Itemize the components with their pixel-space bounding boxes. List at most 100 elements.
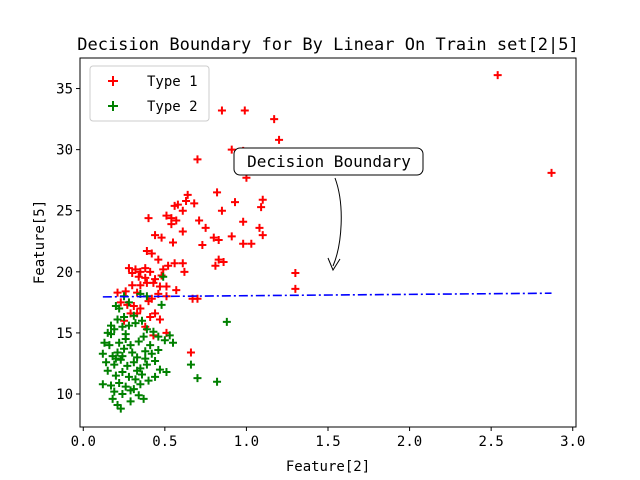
data-point: [157, 300, 166, 309]
data-point: [257, 203, 266, 212]
data-point: [155, 365, 164, 374]
data-point: [131, 375, 140, 384]
data-point: [222, 317, 231, 326]
data-point: [134, 272, 143, 281]
x-axis-label: Feature[2]: [286, 459, 370, 475]
data-point: [115, 338, 124, 347]
data-point: [141, 273, 150, 282]
data-point: [219, 258, 228, 267]
data-point: [151, 309, 160, 318]
data-point: [178, 259, 187, 268]
data-point: [270, 115, 279, 124]
data-point: [136, 267, 145, 276]
annotation-box: [233, 147, 424, 176]
data-point: [115, 304, 124, 313]
data-point: [169, 338, 177, 347]
data-point: [110, 360, 119, 369]
annotation-arrow: [332, 177, 342, 267]
data-point: [186, 348, 195, 357]
data-point: [98, 380, 107, 389]
data-point: [116, 404, 125, 413]
data-point: [149, 278, 158, 287]
data-point: [133, 366, 142, 375]
data-point: [247, 239, 256, 248]
x-tick-label: 0.5: [152, 434, 177, 450]
x-tick-label: 1.0: [234, 434, 259, 450]
data-point: [107, 381, 115, 390]
data-point: [213, 377, 222, 386]
data-point: [124, 298, 133, 307]
data-point: [118, 322, 127, 331]
data-point: [149, 327, 158, 336]
data-point: [138, 316, 146, 325]
data-point: [160, 336, 169, 345]
data-point: [136, 380, 145, 389]
data-point: [146, 341, 155, 350]
data-point: [195, 216, 204, 225]
data-point: [142, 360, 151, 369]
y-tick-label: 30: [56, 143, 73, 159]
y-tick-label: 15: [56, 326, 73, 342]
data-point: [146, 313, 155, 322]
data-point: [105, 341, 114, 350]
data-point: [136, 281, 145, 290]
data-point: [275, 135, 284, 144]
data-point: [151, 372, 160, 381]
data-point: [209, 233, 218, 242]
data-point: [186, 360, 195, 369]
data-point: [103, 366, 112, 375]
data-point: [231, 198, 239, 207]
data-point: [126, 397, 135, 406]
data-point: [147, 249, 156, 258]
x-tick-label: 2.0: [397, 434, 422, 450]
data-point: [113, 288, 122, 297]
data-point: [214, 236, 223, 245]
data-point: [493, 71, 502, 80]
legend-marker-type-2: [108, 101, 118, 111]
data-point: [178, 206, 187, 215]
data-point: [146, 267, 155, 276]
data-point: [141, 264, 150, 273]
data-point: [147, 349, 156, 358]
y-axis-label: Feature[5]: [32, 200, 48, 284]
data-point: [144, 214, 153, 223]
data-point: [123, 361, 132, 370]
y-tick-label: 10: [56, 387, 73, 403]
data-point: [182, 196, 191, 205]
data-point: [172, 216, 181, 225]
data-point: [291, 284, 300, 293]
data-point: [193, 155, 202, 164]
data-point: [144, 297, 153, 306]
data-point: [190, 199, 199, 208]
data-point: [227, 145, 236, 154]
x-axis: 0.0 0.5 1.0 1.5 2.0 2.5 3.0: [71, 427, 585, 450]
data-point: [170, 201, 179, 210]
decision-boundary-line: [102, 292, 552, 298]
chart-title: Decision Boundary for By Linear On Train…: [77, 35, 579, 55]
data-point: [180, 267, 189, 276]
data-point: [115, 379, 124, 388]
data-point: [128, 269, 137, 278]
data-point: [239, 239, 248, 248]
data-point: [213, 188, 222, 197]
legend-item-type-2: Type 2: [108, 99, 198, 115]
data-point: [547, 168, 556, 177]
data-point: [141, 354, 150, 363]
data-point: [107, 321, 115, 330]
annotation: Decision Boundary: [233, 147, 424, 272]
data-point: [227, 232, 236, 241]
data-point: [129, 358, 138, 367]
data-point: [258, 231, 267, 240]
data-point: [113, 315, 122, 324]
data-point: [157, 233, 166, 242]
legend-label-type-1: Type 1: [147, 74, 198, 90]
data-point: [139, 332, 148, 341]
data-point: [138, 370, 146, 379]
data-point: [170, 259, 179, 268]
data-point: [217, 106, 226, 115]
data-point: [162, 211, 171, 220]
y-tick-label: 25: [56, 204, 73, 220]
data-point: [121, 287, 130, 296]
data-point: [167, 220, 176, 229]
